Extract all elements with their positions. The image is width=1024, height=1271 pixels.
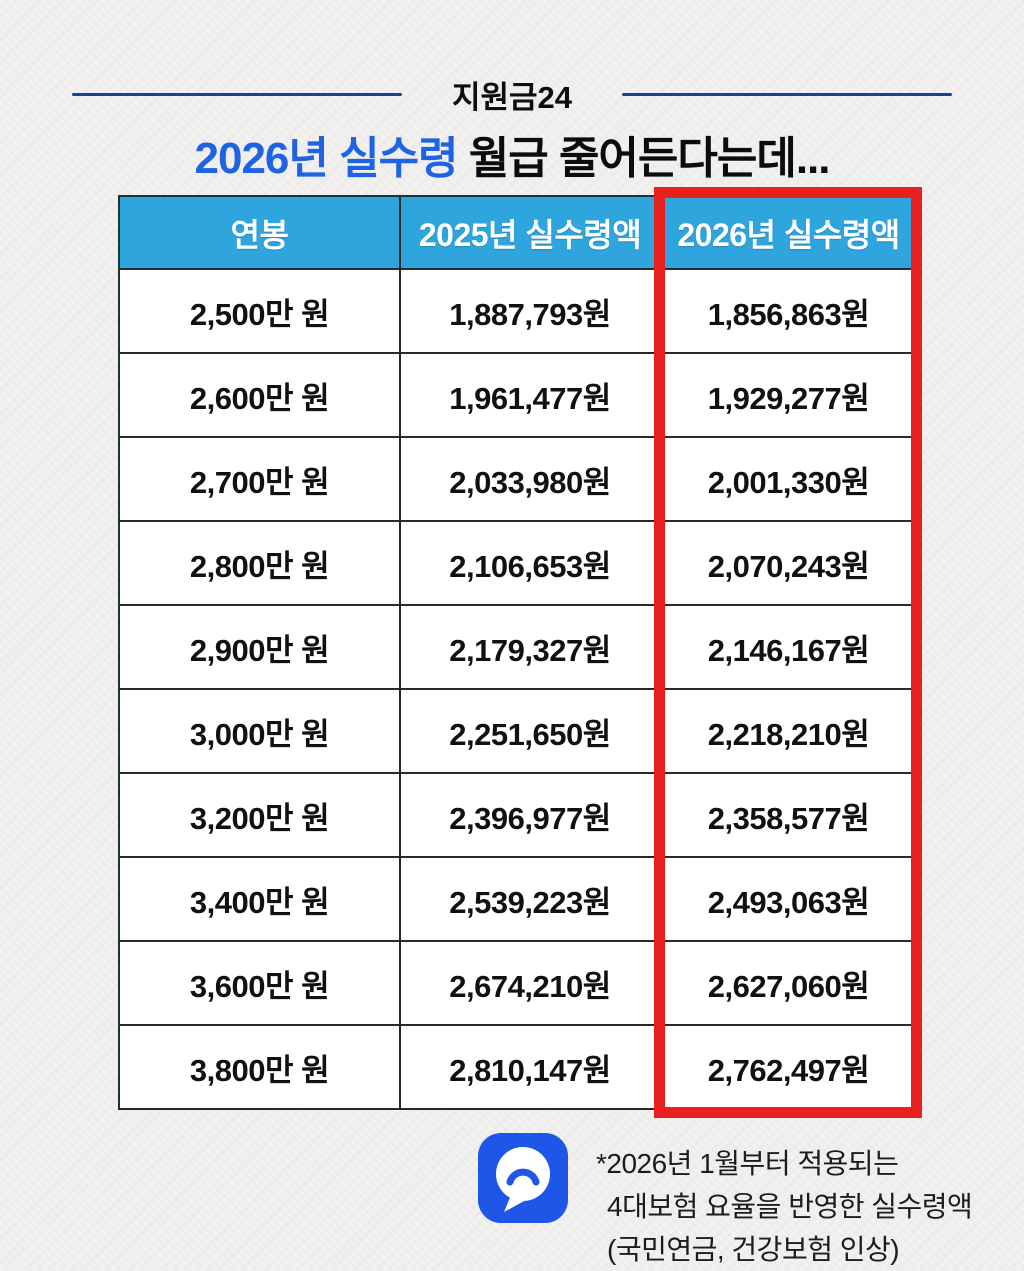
salary-cell: 2,700만 원 <box>120 438 401 522</box>
net-2026-cell: 2,627,060원 <box>661 942 918 1026</box>
salary-cell: 2,600만 원 <box>120 354 401 438</box>
column-header-2025-net: 2025년 실수령액 <box>401 197 661 270</box>
salary-cell: 3,200만 원 <box>120 774 401 858</box>
net-salary-table: 연봉 2025년 실수령액 2026년 실수령액 2,500만 원 1,887,7… <box>118 187 922 1118</box>
right-rule-line <box>622 93 953 96</box>
footnote-line: 4대보험 요율을 반영한 실수령액 <box>607 1191 973 1222</box>
page-title: 2026년 실수령 월급 줄어든다는데... <box>0 122 1024 186</box>
net-2026-cell: 1,929,277원 <box>661 354 918 438</box>
net-2025-cell: 1,887,793원 <box>401 270 661 354</box>
brand-text: 지원금24 <box>451 80 573 115</box>
net-2026-cell: 2,762,497원 <box>661 1026 918 1110</box>
net-2026-cell: 2,493,063원 <box>661 858 918 942</box>
left-rule-line <box>71 93 402 96</box>
salary-cell: 3,400만 원 <box>120 858 401 942</box>
net-2026-cell: 1,856,863원 <box>661 270 918 354</box>
net-2025-cell: 1,961,477원 <box>401 354 661 438</box>
salary-cell: 2,800만 원 <box>120 522 401 606</box>
chat-bubble-icon <box>478 1133 568 1223</box>
net-2025-cell: 2,106,653원 <box>401 522 661 606</box>
net-2026-cell: 2,001,330원 <box>661 438 918 522</box>
column-header-salary: 연봉 <box>120 197 401 270</box>
net-2025-cell: 2,033,980원 <box>401 438 661 522</box>
net-2026-cell: 2,218,210원 <box>661 690 918 774</box>
net-2026-cell: 2,070,243원 <box>661 522 918 606</box>
title-highlight: 2026년 실수령 <box>194 134 459 183</box>
net-2025-cell: 2,179,327원 <box>401 606 661 690</box>
salary-cell: 3,000만 원 <box>120 690 401 774</box>
salary-cell: 2,900만 원 <box>120 606 401 690</box>
net-2025-cell: 2,251,650원 <box>401 690 661 774</box>
footnote-line: *2026년 1월부터 적용되는 <box>596 1148 899 1179</box>
column-header-2026-net: 2026년 실수령액 <box>661 197 918 270</box>
footnote-section: *2026년 1월부터 적용되는 4대보험 요율을 반영한 실수령액 (국민연금… <box>478 1133 973 1271</box>
net-2026-cell: 2,146,167원 <box>661 606 918 690</box>
net-2025-cell: 2,810,147원 <box>401 1026 661 1110</box>
table-grid: 연봉 2025년 실수령액 2026년 실수령액 2,500만 원 1,887,7… <box>118 195 918 1110</box>
brand-header: 지원금24 <box>0 72 1024 117</box>
footnote-line: (국민연금, 건강보험 인상) <box>607 1234 900 1265</box>
title-rest: 월급 줄어든다는데... <box>457 134 831 183</box>
salary-cell: 2,500만 원 <box>120 270 401 354</box>
net-2025-cell: 2,674,210원 <box>401 942 661 1026</box>
net-2026-cell: 2,358,577원 <box>661 774 918 858</box>
net-2025-cell: 2,396,977원 <box>401 774 661 858</box>
net-2025-cell: 2,539,223원 <box>401 858 661 942</box>
footnote-text: *2026년 1월부터 적용되는 4대보험 요율을 반영한 실수령액 (국민연금… <box>596 1133 973 1271</box>
salary-cell: 3,600만 원 <box>120 942 401 1026</box>
salary-cell: 3,800만 원 <box>120 1026 401 1110</box>
